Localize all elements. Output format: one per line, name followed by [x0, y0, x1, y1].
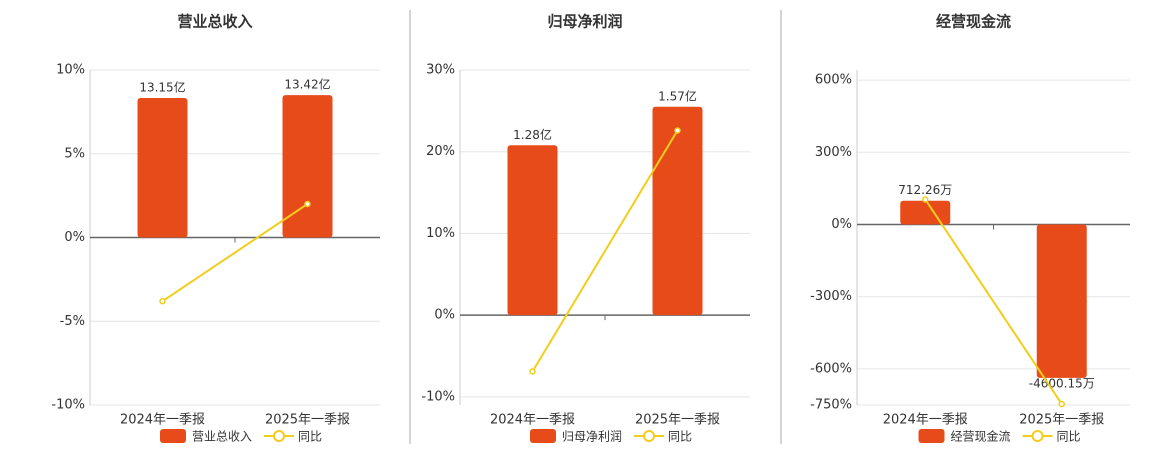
legend-label: 同比 [298, 430, 322, 444]
x-tick-label: 2024年一季报 [490, 413, 575, 428]
legend-label: 营业总收入 [192, 430, 252, 444]
y-tick-label: 5% [64, 146, 85, 161]
legend-label: 经营现金流 [951, 429, 1011, 444]
legend-swatch [1031, 430, 1044, 442]
point [674, 127, 681, 134]
bar [507, 145, 558, 316]
data-label: 13.42亿 [284, 77, 330, 92]
y-tick-label: -300% [810, 289, 852, 304]
x-tick-label: 2025年一季报 [265, 413, 350, 428]
legend-swatch [273, 430, 286, 442]
y-tick-label: -750% [810, 398, 852, 413]
legend-label: 归母净利润 [562, 430, 622, 444]
y-tick-label: 0% [434, 308, 455, 323]
y-tick-label: -10% [421, 389, 455, 404]
chart-title: 经营现金流 [936, 13, 1011, 31]
chart-title: 营业总收入 [177, 13, 252, 31]
x-tick-label: 2024年一季报 [883, 413, 968, 428]
y-tick-label: 600% [815, 73, 852, 88]
x-tick-label: 2025年一季报 [635, 413, 720, 428]
line [531, 129, 679, 373]
legend-label: 同比 [1057, 430, 1081, 444]
data-label: -4600.15万 [1029, 376, 1095, 390]
y-tick-label: 300% [815, 145, 852, 160]
y-tick-label: 30% [426, 63, 455, 78]
point [159, 297, 166, 305]
legend-swatch [530, 429, 556, 443]
legend-label: 同比 [668, 430, 692, 444]
y-tick-label: -5% [60, 314, 85, 329]
line [161, 203, 309, 302]
y-tick-label: 10% [426, 226, 455, 241]
y-tick-label: 10% [56, 63, 85, 78]
x-tick-label: 2025年一季报 [1019, 413, 1104, 428]
legend-swatch [918, 429, 945, 443]
data-label: 712.26万 [898, 183, 952, 197]
bar [282, 95, 333, 238]
data-label: 13.15亿 [139, 79, 185, 94]
data-label: 1.28亿 [513, 127, 552, 142]
legend-swatch [643, 430, 656, 442]
y-tick-label: 20% [426, 144, 455, 159]
x-tick-label: 2024年一季报 [120, 413, 205, 428]
y-tick-label: 0% [831, 217, 852, 232]
y-tick-label: -10% [51, 398, 85, 413]
y-tick-label: -600% [810, 361, 852, 376]
legend-swatch [160, 429, 186, 443]
bar [137, 97, 188, 238]
point [922, 196, 929, 203]
bar [900, 200, 951, 225]
point [304, 200, 311, 208]
data-label: 1.57亿 [658, 88, 697, 103]
bar [652, 106, 703, 316]
point [529, 368, 536, 375]
y-tick-label: 0% [64, 230, 85, 245]
line [924, 198, 1063, 405]
bar [1036, 224, 1087, 378]
point [1058, 400, 1065, 408]
chart-title: 归母净利润 [547, 13, 622, 31]
